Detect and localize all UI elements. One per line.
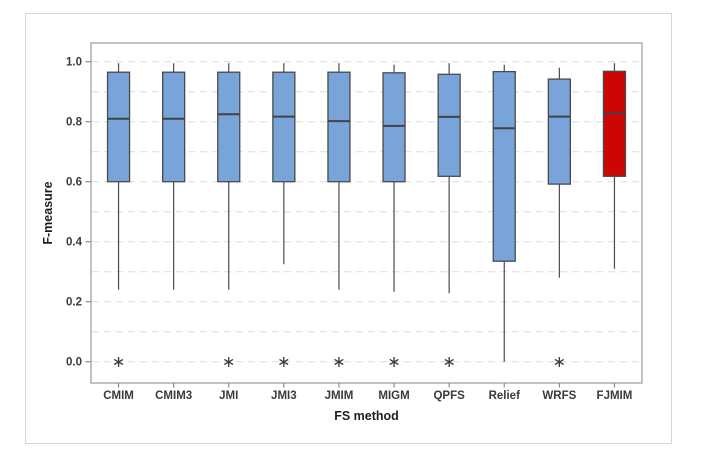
x-tick-label-JMIM: JMIM [325,390,354,402]
y-tick-label: 0.0 [66,357,82,369]
x-tick-label-CMIM: CMIM [103,390,134,402]
box-WRFS [547,78,571,185]
box-MIGM [382,72,406,183]
outlier-MIGM: ∗ [387,352,400,371]
y-axis-title: F-measure [41,181,55,245]
outlier-JMI3: ∗ [277,352,290,371]
box-JMI [217,71,241,183]
outlier-CMIM: ∗ [112,352,125,371]
outlier-WRFS: ∗ [553,352,566,371]
outlier-QPFS: ∗ [442,352,455,371]
x-tick-label-JMI: JMI [219,390,238,402]
box-FJMIM [602,70,627,177]
outlier-JMIM: ∗ [332,352,345,371]
box-QPFS [437,73,461,177]
box-Relief [492,70,516,262]
x-tick-label-FJMIM: FJMIM [597,390,633,402]
y-tick-label: 0.6 [66,177,82,189]
y-tick-label: 1.0 [66,57,82,69]
y-tick-label: 0.2 [66,297,82,309]
x-tick-label-CMIM3: CMIM3 [155,390,192,402]
box-JMIM [327,71,351,183]
x-tick-label-Relief: Relief [489,390,520,402]
x-tick-label-MIGM: MIGM [378,390,409,402]
x-axis-title: FS method [334,409,399,423]
box-CMIM3 [161,71,186,183]
x-tick-label-JMI3: JMI3 [271,390,297,402]
outlier-JMI: ∗ [222,352,235,371]
y-tick-label: 0.8 [66,117,83,129]
y-tick-label: 0.4 [66,237,83,249]
box-CMIM [106,71,131,183]
x-tick-label-QPFS: QPFS [433,390,465,402]
box-JMI3 [272,71,296,183]
x-tick-label-WRFS: WRFS [542,390,576,402]
